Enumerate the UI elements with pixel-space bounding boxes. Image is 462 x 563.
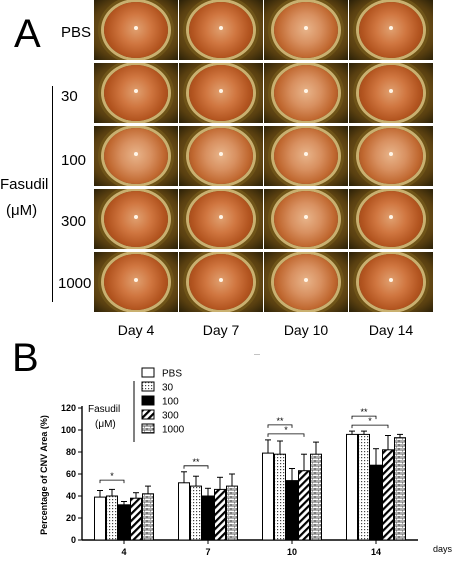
fundus-image-r3-c1	[179, 189, 263, 249]
column-label-day14: Day 14	[368, 322, 414, 338]
fundus-image-r3-c3	[349, 189, 433, 249]
fundus-image-r0-c2	[264, 0, 348, 60]
y-tick-label-120: 120	[61, 403, 76, 413]
bar-100-day10	[286, 480, 298, 541]
significance-label-4: **	[360, 407, 368, 417]
legend-unit-label: (μM)	[95, 419, 116, 430]
legend-group-label: Fasudil	[88, 404, 120, 415]
fundus-image-r3-c2	[264, 189, 348, 249]
fasudil-unit-label: (μM)	[6, 202, 38, 219]
bar-PBS-day7	[178, 482, 190, 541]
fundus-image-r2-c2	[264, 126, 348, 186]
bar-PBS-day4	[94, 496, 106, 541]
x-axis-unit-label: days	[433, 544, 453, 554]
bar-PBS-day10	[262, 452, 274, 541]
fundus-image-r4-c2	[264, 252, 348, 312]
fundus-image-r4-c0	[94, 252, 178, 312]
y-axis-label: Percentage of CNV Area (%)	[39, 415, 49, 535]
row-label-100: 100	[61, 152, 87, 169]
row-label-1000: 1000	[58, 275, 92, 292]
fundus-image-r1-c3	[349, 63, 433, 123]
fundus-image-r1-c0	[94, 63, 178, 123]
fasudil-bracket-line	[52, 86, 53, 302]
y-tick-label-40: 40	[66, 491, 76, 501]
bar-30-day10	[274, 453, 286, 541]
legend-swatch-1000	[141, 423, 155, 434]
bar-100-day7	[202, 495, 214, 541]
bar-300-day4	[130, 497, 142, 541]
legend-swatch-100	[141, 395, 155, 406]
significance-label-3: *	[284, 425, 288, 435]
legend-label-PBS: PBS	[162, 369, 182, 380]
panel-a-letter: A	[14, 12, 41, 56]
small-mark: —	[254, 352, 260, 358]
bar-300-day7	[214, 488, 226, 541]
legend-swatch-PBS	[141, 367, 155, 378]
bar-300-day14	[382, 449, 394, 541]
y-tick-label-80: 80	[66, 447, 76, 457]
bar-30-day4	[106, 495, 118, 541]
column-label-day10: Day 10	[283, 322, 329, 338]
fundus-image-r0-c0	[94, 0, 178, 60]
significance-label-2: **	[276, 416, 284, 426]
y-tick-label-0: 0	[71, 535, 76, 545]
y-tick-label-60: 60	[66, 469, 76, 479]
fundus-image-r4-c3	[349, 252, 433, 312]
column-label-day7: Day 7	[202, 322, 240, 338]
significance-4: **	[351, 407, 377, 420]
fundus-image-r0-c3	[349, 0, 433, 60]
fundus-image-r4-c1	[179, 252, 263, 312]
x-tick-label-10: 10	[287, 547, 297, 557]
bar-1000-day4	[142, 493, 154, 541]
y-tick-label-100: 100	[61, 425, 76, 435]
significance-label-1: **	[192, 457, 200, 467]
significance-1: **	[183, 457, 209, 469]
fundus-image-r0-c1	[179, 0, 263, 60]
fundus-image-r2-c1	[179, 126, 263, 186]
legend-label-30: 30	[162, 383, 174, 394]
legend-label-300: 300	[162, 411, 179, 422]
y-tick-label-20: 20	[66, 513, 76, 523]
fundus-image-r1-c1	[179, 63, 263, 123]
significance-2: **	[267, 416, 293, 428]
row-label-pbs: PBS	[61, 24, 92, 41]
significance-label-5: *	[368, 416, 372, 426]
row-label-30: 30	[61, 88, 78, 105]
bar-1000-day14	[394, 437, 406, 541]
fundus-image-r2-c3	[349, 126, 433, 186]
legend-swatch-30	[141, 381, 155, 392]
x-tick-label-7: 7	[205, 547, 210, 557]
fundus-image-r2-c0	[94, 126, 178, 186]
legend-label-1000: 1000	[162, 425, 185, 436]
panel-b-letter: B	[12, 336, 39, 380]
bar-30-day7	[190, 485, 202, 541]
bar-300-day10	[298, 470, 310, 541]
fundus-image-r1-c2	[264, 63, 348, 123]
bar-30-day14	[358, 433, 370, 541]
fundus-image-r3-c0	[94, 189, 178, 249]
row-label-300: 300	[61, 213, 87, 230]
significance-0: *	[99, 471, 125, 484]
bar-1000-day10	[310, 453, 322, 541]
significance-3: *	[267, 425, 305, 437]
legend-label-100: 100	[162, 397, 179, 408]
bar-1000-day7	[226, 485, 238, 541]
legend-swatch-300	[141, 409, 155, 420]
x-tick-label-4: 4	[121, 547, 126, 557]
column-label-day4: Day 4	[117, 322, 155, 338]
bar-100-day4	[118, 504, 130, 541]
bar-PBS-day14	[346, 433, 358, 541]
fasudil-group-label: Fasudil	[0, 176, 49, 193]
significance-5: *	[351, 416, 389, 429]
significance-label-0: *	[110, 471, 114, 481]
bar-100-day14	[370, 464, 382, 541]
x-tick-label-14: 14	[371, 547, 381, 557]
